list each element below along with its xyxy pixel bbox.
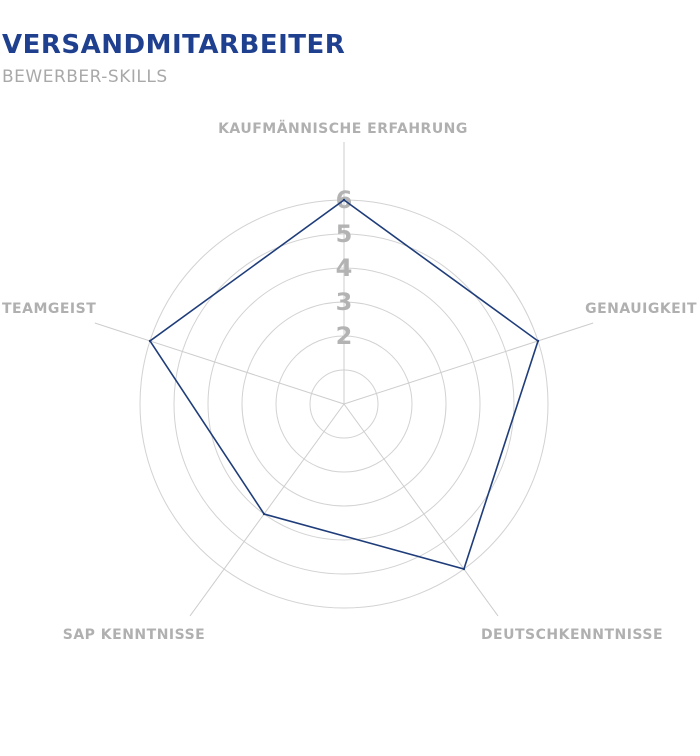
data-point — [462, 567, 466, 571]
tick-label: 5 — [336, 220, 353, 248]
axis-label: KAUFMÄNNISCHE ERFAHRUNG — [218, 120, 468, 137]
data-point — [262, 512, 266, 516]
data-point — [536, 339, 540, 343]
axis-label: DEUTSCHKENNTNISSE — [481, 627, 663, 643]
tick-label: 4 — [336, 254, 353, 282]
axis-label: SAP KENNTNISSE — [63, 627, 205, 643]
axis-spoke — [343, 322, 594, 405]
axis-spokes — [94, 142, 594, 617]
axis-spoke — [189, 403, 345, 617]
data-point — [148, 339, 152, 343]
tick-label: 3 — [336, 288, 353, 316]
chart-subtitle: BEWERBER-SKILLS — [2, 67, 168, 87]
axis-label: TEAMGEIST — [2, 301, 96, 317]
series-polygon — [148, 199, 539, 570]
data-point — [342, 198, 346, 202]
axis-spoke — [343, 403, 499, 617]
chart-title: VERSANDMITARBEITER — [2, 30, 346, 60]
tick-label: 2 — [336, 322, 353, 350]
series-group — [148, 198, 540, 571]
axis-spoke — [94, 322, 345, 405]
axis-label: GENAUIGKEIT — [585, 301, 697, 317]
axis-labels: KAUFMÄNNISCHE ERFAHRUNG GENAUIGKEIT DEUTSC… — [2, 120, 697, 643]
